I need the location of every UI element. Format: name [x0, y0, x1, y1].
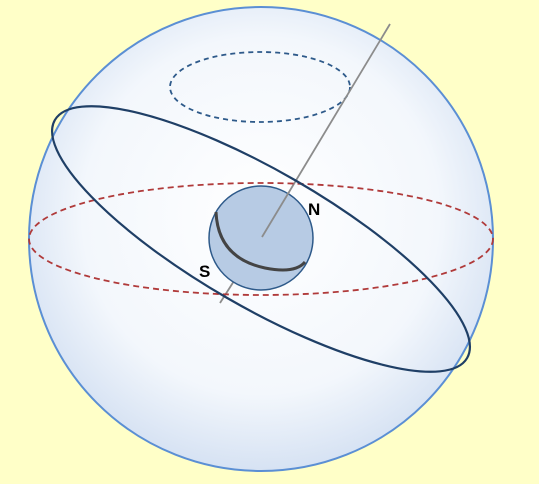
south-label: S	[199, 262, 210, 281]
celestial-equator	[28, 182, 494, 296]
north-label: N	[308, 200, 320, 219]
earth-terminator-arc	[214, 211, 307, 272]
ecliptic	[51, 105, 471, 373]
earth	[208, 185, 314, 291]
upper-latitude-circle	[169, 51, 351, 123]
rotation-axis-upper	[261, 23, 391, 238]
